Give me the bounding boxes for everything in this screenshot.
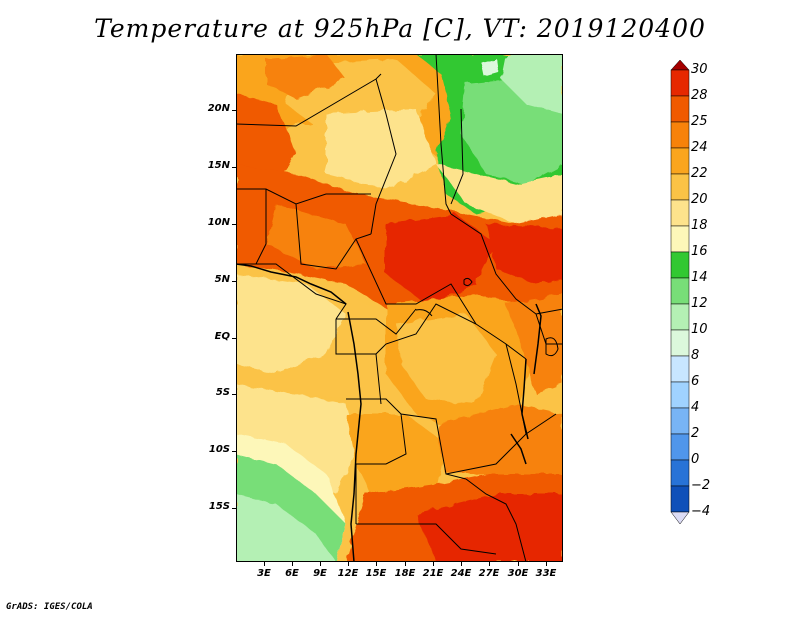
- map-frame: [236, 54, 563, 562]
- temperature-field: [236, 54, 563, 562]
- chart-title: Temperature at 925hPa [C], VT: 201912040…: [94, 14, 706, 43]
- colorbar-segment: [670, 329, 690, 357]
- x-tick-label: 3E: [257, 568, 271, 579]
- y-tick-label: 5N: [214, 274, 230, 285]
- y-tick-label: 5S: [215, 387, 230, 398]
- colorbar-label: 2: [691, 426, 700, 441]
- colorbar-segment: [670, 381, 690, 409]
- colorbar-label: 16: [691, 244, 708, 259]
- x-tick-label: 6E: [285, 568, 299, 579]
- colorbar-label: 0: [691, 452, 700, 467]
- colorbar-segment: [670, 147, 690, 175]
- colorbar-segment: [670, 69, 690, 97]
- colorbar-label: 8: [691, 348, 700, 363]
- x-tick-label: 12E: [337, 568, 359, 579]
- colorbar-segment: [670, 355, 690, 383]
- coastline: [236, 263, 542, 562]
- x-tick-label: 24E: [450, 568, 472, 579]
- x-tick-label: 9E: [313, 568, 327, 579]
- colorbar-label: 14: [691, 270, 708, 285]
- colorbar-label: 28: [691, 88, 708, 103]
- colorbar-top-arrow: [670, 60, 690, 71]
- colorbar-bottom-arrow: [670, 511, 690, 525]
- y-tick-label: 10N: [207, 217, 230, 228]
- colorbar-label: 24: [691, 140, 708, 155]
- colorbar-label: 10: [691, 322, 708, 337]
- x-tick-label: 15E: [365, 568, 387, 579]
- x-tick-label: 18E: [394, 568, 416, 579]
- y-tick-label: 20N: [207, 103, 230, 114]
- y-tick-label: 15N: [207, 160, 230, 171]
- colorbar-label: 18: [691, 218, 708, 233]
- colorbar-segment: [670, 173, 690, 201]
- colorbar-label: 4: [691, 400, 700, 415]
- colorbar: [670, 60, 690, 525]
- colorbar-label: −2: [691, 478, 711, 493]
- x-tick-label: 21E: [422, 568, 444, 579]
- colorbar-segment: [670, 121, 690, 149]
- x-tick-label: 33E: [535, 568, 557, 579]
- colorbar-segment: [670, 251, 690, 279]
- colorbar-label: −4: [691, 504, 711, 519]
- x-tick-label: 30E: [507, 568, 529, 579]
- colorbar-segment: [670, 485, 690, 513]
- colorbar-label: 30: [691, 62, 708, 77]
- colorbar-label: 12: [691, 296, 708, 311]
- colorbar-segment: [670, 199, 690, 227]
- colorbar-segment: [670, 459, 690, 487]
- y-tick-label: 15S: [208, 501, 230, 512]
- colorbar-segment: [670, 407, 690, 435]
- colorbar-segment: [670, 277, 690, 305]
- colorbar-label: 22: [691, 166, 708, 181]
- colorbar-segment: [670, 225, 690, 253]
- y-tick-label: EQ: [214, 331, 230, 342]
- colorbar-label: 20: [691, 192, 708, 207]
- colorbar-label: 6: [691, 374, 700, 389]
- colorbar-segment: [670, 95, 690, 123]
- temperature-map: [236, 54, 563, 562]
- x-tick-label: 27E: [478, 568, 500, 579]
- credit-text: GrADS: IGES/COLA: [6, 602, 93, 612]
- colorbar-segment: [670, 303, 690, 331]
- lakes: [415, 277, 559, 357]
- colorbar-label: 25: [691, 114, 708, 129]
- y-tick-label: 10S: [208, 444, 230, 455]
- colorbar-segment: [670, 433, 690, 461]
